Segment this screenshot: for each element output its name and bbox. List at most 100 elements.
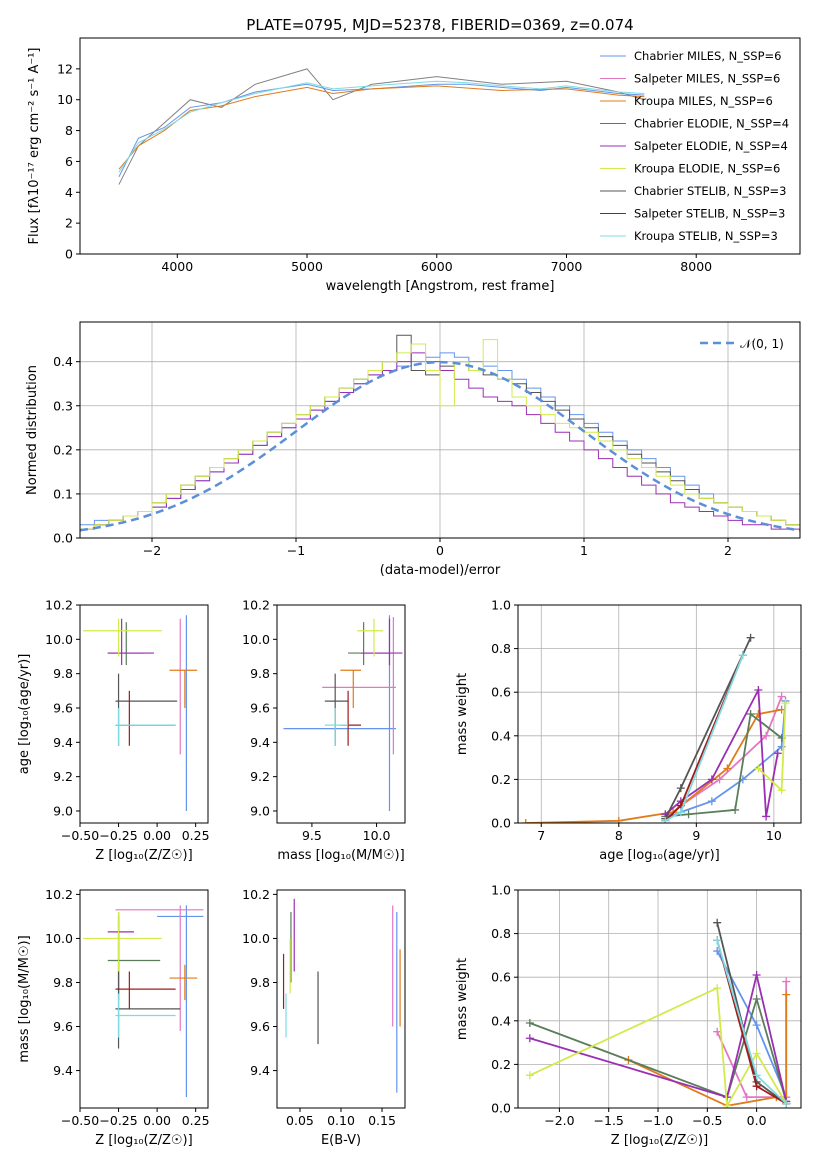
x-tick-label: −2.0 bbox=[544, 1113, 574, 1128]
weight-point-marker bbox=[782, 977, 791, 986]
x-tick-label: 10 bbox=[766, 828, 782, 843]
x-tick-label: 5000 bbox=[291, 259, 323, 274]
weight-point-marker bbox=[782, 990, 791, 999]
weight-point-marker bbox=[762, 731, 771, 740]
legend: Chabrier MILES, N_SSP=6 Salpeter MILES, N… bbox=[600, 49, 789, 243]
weight-point-marker bbox=[752, 1021, 761, 1030]
weight-point-marker bbox=[661, 816, 670, 823]
x-axis-label: Z [log₁₀(Z/Z☉)] bbox=[95, 1133, 192, 1148]
x-axis-label: wavelength [Angstrom, rest frame] bbox=[326, 279, 555, 294]
y-tick-label: 9.0 bbox=[53, 803, 73, 818]
x-tick-label: 8 bbox=[615, 828, 623, 843]
weight-point-marker bbox=[676, 808, 685, 817]
weight-point-marker bbox=[723, 764, 732, 773]
x-tick-label: 7000 bbox=[551, 259, 583, 274]
x-tick-label: 8000 bbox=[680, 259, 712, 274]
chart-residual-hist: 𝒩(0, 1) −2 −1 0 1 2 0.0 0.1 0.2 0.3 0.4 (data-model… bbox=[25, 321, 801, 578]
plot-area bbox=[80, 334, 800, 532]
y-axis-label: mass weight bbox=[455, 673, 470, 755]
axes-frame bbox=[79, 889, 209, 1109]
y-tick-label: 10.0 bbox=[45, 931, 73, 946]
y-tick-label: 9.4 bbox=[250, 735, 270, 750]
chart-weight-vs-age: 7 8 9 10 0.0 0.2 0.4 0.6 0.8 1.0 age [log₁₀(age/yr… bbox=[455, 598, 802, 863]
weight-point-marker bbox=[738, 651, 747, 660]
x-tick-label: −1 bbox=[287, 543, 305, 558]
x-tick-label: 0.0 bbox=[747, 1113, 767, 1128]
y-tick-label: 9.0 bbox=[250, 803, 270, 818]
x-tick-label: 4000 bbox=[161, 259, 193, 274]
weight-point-marker bbox=[614, 816, 623, 823]
axes-frame bbox=[79, 37, 801, 255]
legend-entry: Kroupa MILES, N_SSP=6 bbox=[634, 94, 773, 108]
histogram-series bbox=[80, 339, 800, 530]
chart-age-vs-mass: 9.5 10.0 9.0 9.2 9.4 9.6 9.8 10.0 10.2 mass [log₁… bbox=[242, 598, 406, 863]
y-tick-label: 8 bbox=[65, 123, 73, 138]
y-tick-label: 0.0 bbox=[491, 816, 511, 831]
y-tick-label: 10.2 bbox=[242, 887, 270, 902]
y-tick-label: 9.8 bbox=[53, 975, 73, 990]
weight-point-marker bbox=[525, 1018, 534, 1027]
weight-point-marker bbox=[781, 699, 790, 708]
model-spectrum-line bbox=[118, 83, 645, 178]
x-tick-label: 7 bbox=[537, 828, 545, 843]
plot-area bbox=[83, 615, 198, 811]
x-tick-label: −0.50 bbox=[61, 828, 99, 843]
weight-point-marker bbox=[754, 764, 763, 773]
axes-frame bbox=[79, 604, 209, 824]
weight-point-marker bbox=[777, 705, 786, 714]
legend-entry: Kroupa ELODIE, N_SSP=6 bbox=[634, 162, 780, 176]
x-tick-label: −0.50 bbox=[61, 1113, 99, 1128]
y-tick-label: 9.4 bbox=[53, 735, 73, 750]
weight-point-marker bbox=[525, 1034, 534, 1043]
y-tick-label: 6 bbox=[65, 154, 73, 169]
legend-entry: Chabrier STELIB, N_SSP=3 bbox=[634, 184, 786, 198]
legend-entry: Chabrier MILES, N_SSP=6 bbox=[634, 49, 781, 63]
x-axis-label: Z [log₁₀(Z/Z☉)] bbox=[611, 1133, 708, 1148]
y-axis-label: Flux [fλ10⁻¹⁷ erg cm⁻² s⁻¹ A⁻¹] bbox=[27, 48, 42, 245]
axes-frame bbox=[276, 604, 406, 824]
legend-entry: 𝒩(0, 1) bbox=[740, 337, 784, 351]
plot-area bbox=[83, 905, 204, 1097]
weight-point-marker bbox=[762, 812, 771, 821]
weight-point-marker bbox=[525, 1071, 534, 1080]
legend-entry: Kroupa STELIB, N_SSP=3 bbox=[634, 229, 778, 243]
chart-age-vs-Z: −0.50 −0.25 0.00 0.25 9.0 9.2 9.4 9.6 9.8 10.0 10.… bbox=[17, 598, 210, 864]
plot-area bbox=[283, 615, 403, 811]
y-tick-label: 9.6 bbox=[53, 1019, 73, 1034]
weight-point-marker bbox=[754, 686, 763, 695]
weight-point-marker bbox=[782, 1099, 791, 1108]
y-tick-label: 10.0 bbox=[45, 632, 73, 647]
plot-area bbox=[118, 68, 645, 185]
y-tick-label: 9.4 bbox=[53, 1063, 73, 1078]
observed-spectrum-line bbox=[118, 68, 645, 185]
x-axis-label: age [log₁₀(age/yr)] bbox=[599, 848, 720, 863]
x-tick-label: 6000 bbox=[421, 259, 453, 274]
y-tick-label: 10.2 bbox=[45, 887, 73, 902]
weight-series-line bbox=[664, 686, 779, 817]
axes-frame bbox=[276, 889, 406, 1109]
y-tick-label: 10 bbox=[57, 92, 73, 107]
y-tick-label: 0.0 bbox=[53, 531, 73, 546]
axes-frame bbox=[517, 604, 802, 824]
y-tick-label: 1.0 bbox=[491, 883, 511, 898]
x-axis-label: (data-model)/error bbox=[380, 563, 501, 578]
x-tick-label: 10.0 bbox=[363, 828, 391, 843]
y-axis-label: age [log₁₀(age/yr)] bbox=[17, 654, 32, 775]
plot-area bbox=[282, 898, 401, 1093]
x-tick-label: 1 bbox=[580, 543, 588, 558]
weight-series-line bbox=[525, 708, 782, 823]
y-tick-label: 0.2 bbox=[491, 1057, 511, 1072]
y-tick-label: 0.1 bbox=[53, 486, 73, 501]
x-tick-label: −0.25 bbox=[99, 1113, 137, 1128]
y-tick-label: 0.6 bbox=[491, 685, 511, 700]
y-tick-label: 0.0 bbox=[491, 1101, 511, 1116]
weight-point-marker bbox=[713, 1027, 722, 1036]
weight-point-marker bbox=[676, 784, 685, 793]
y-tick-label: 10.0 bbox=[242, 931, 270, 946]
y-tick-label: 0.8 bbox=[491, 641, 511, 656]
weight-point-marker bbox=[715, 775, 724, 784]
weight-point-marker bbox=[754, 710, 763, 718]
weight-point-marker bbox=[707, 797, 716, 806]
y-tick-label: 10.0 bbox=[242, 632, 270, 647]
